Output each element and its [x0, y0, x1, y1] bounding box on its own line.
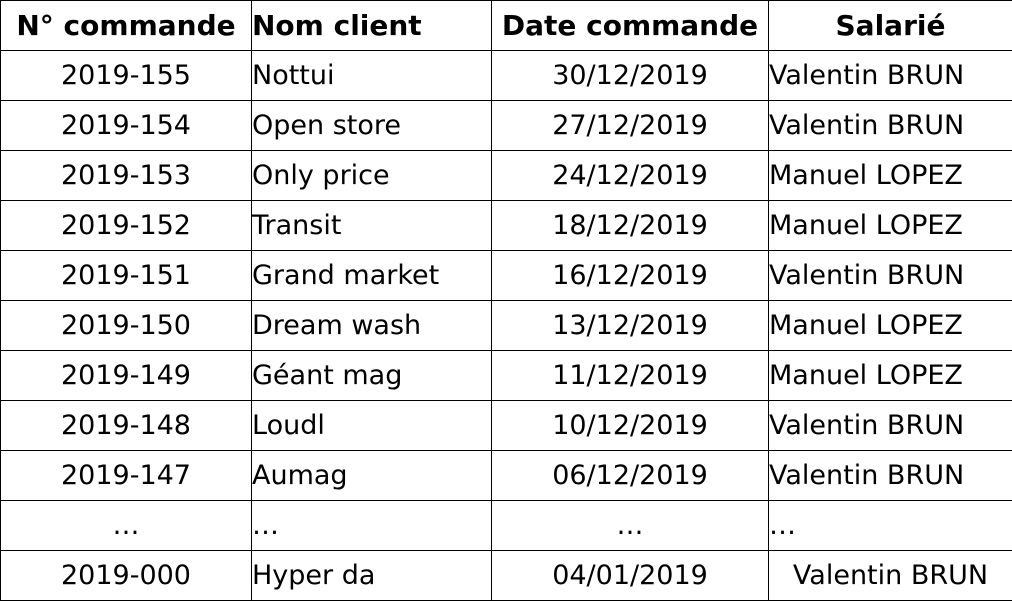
- table-row: 2019-153 Only price 24/12/2019 Manuel LO…: [0, 150, 1012, 201]
- table-row: 2019-152 Transit 18/12/2019 Manuel LOPEZ: [0, 200, 1012, 251]
- order-number-cell: 2019-148: [0, 400, 252, 451]
- client-name-cell: Open store: [251, 100, 492, 151]
- order-date-cell: 16/12/2019: [491, 250, 769, 301]
- table-row: 2019-149 Géant mag 11/12/2019 Manuel LOP…: [0, 350, 1012, 401]
- order-number-cell: 2019-152: [0, 200, 252, 251]
- order-date-cell: 10/12/2019: [491, 400, 769, 451]
- client-name-cell: …: [251, 500, 492, 551]
- order-number-cell: 2019-150: [0, 300, 252, 351]
- client-name-cell: Nottui: [251, 50, 492, 101]
- employee-cell: Manuel LOPEZ: [768, 150, 1012, 201]
- client-name-cell: Loudl: [251, 400, 492, 451]
- client-name-cell: Hyper da: [251, 550, 492, 601]
- order-number-cell: 2019-000: [0, 550, 252, 601]
- order-date-cell: 18/12/2019: [491, 200, 769, 251]
- header-order-date: Date commande: [491, 0, 769, 51]
- employee-cell: Valentin BRUN: [768, 100, 1012, 151]
- table-row: 2019-147 Aumag 06/12/2019 Valentin BRUN: [0, 450, 1012, 501]
- header-client-name: Nom client: [251, 0, 492, 51]
- header-employee: Salarié: [768, 0, 1012, 51]
- header-order-number: N° commande: [0, 0, 252, 51]
- table-body: 2019-155 Nottui 30/12/2019 Valentin BRUN…: [0, 50, 1012, 601]
- order-number-cell: 2019-147: [0, 450, 252, 501]
- client-name-cell: Grand market: [251, 250, 492, 301]
- order-date-cell: 30/12/2019: [491, 50, 769, 101]
- client-name-cell: Aumag: [251, 450, 492, 501]
- table-row: 2019-154 Open store 27/12/2019 Valentin …: [0, 100, 1012, 151]
- header-row: N° commande Nom client Date commande Sal…: [0, 0, 1012, 51]
- order-date-cell: …: [491, 500, 769, 551]
- order-date-cell: 27/12/2019: [491, 100, 769, 151]
- employee-cell: Manuel LOPEZ: [768, 300, 1012, 351]
- employee-cell: Valentin BRUN: [768, 550, 1012, 601]
- employee-cell: Valentin BRUN: [768, 50, 1012, 101]
- table-header: N° commande Nom client Date commande Sal…: [0, 0, 1012, 51]
- order-date-cell: 13/12/2019: [491, 300, 769, 351]
- client-name-cell: Dream wash: [251, 300, 492, 351]
- employee-cell: Manuel LOPEZ: [768, 200, 1012, 251]
- order-date-cell: 04/01/2019: [491, 550, 769, 601]
- employee-cell: Manuel LOPEZ: [768, 350, 1012, 401]
- client-name-cell: Géant mag: [251, 350, 492, 401]
- employee-cell: …: [768, 500, 1012, 551]
- table-row: 2019-151 Grand market 16/12/2019 Valenti…: [0, 250, 1012, 301]
- client-name-cell: Only price: [251, 150, 492, 201]
- order-date-cell: 11/12/2019: [491, 350, 769, 401]
- order-date-cell: 24/12/2019: [491, 150, 769, 201]
- employee-cell: Valentin BRUN: [768, 250, 1012, 301]
- table-row: 2019-000 Hyper da 04/01/2019 Valentin BR…: [0, 550, 1012, 601]
- order-number-cell: 2019-155: [0, 50, 252, 101]
- order-number-cell: 2019-149: [0, 350, 252, 401]
- table-row: 2019-148 Loudl 10/12/2019 Valentin BRUN: [0, 400, 1012, 451]
- employee-cell: Valentin BRUN: [768, 400, 1012, 451]
- order-number-cell: 2019-151: [0, 250, 252, 301]
- client-name-cell: Transit: [251, 200, 492, 251]
- ellipsis-row: … … … …: [0, 500, 1012, 551]
- order-number-cell: 2019-153: [0, 150, 252, 201]
- employee-cell: Valentin BRUN: [768, 450, 1012, 501]
- order-date-cell: 06/12/2019: [491, 450, 769, 501]
- order-number-cell: …: [0, 500, 252, 551]
- order-number-cell: 2019-154: [0, 100, 252, 151]
- table-row: 2019-150 Dream wash 13/12/2019 Manuel LO…: [0, 300, 1012, 351]
- table-row: 2019-155 Nottui 30/12/2019 Valentin BRUN: [0, 50, 1012, 101]
